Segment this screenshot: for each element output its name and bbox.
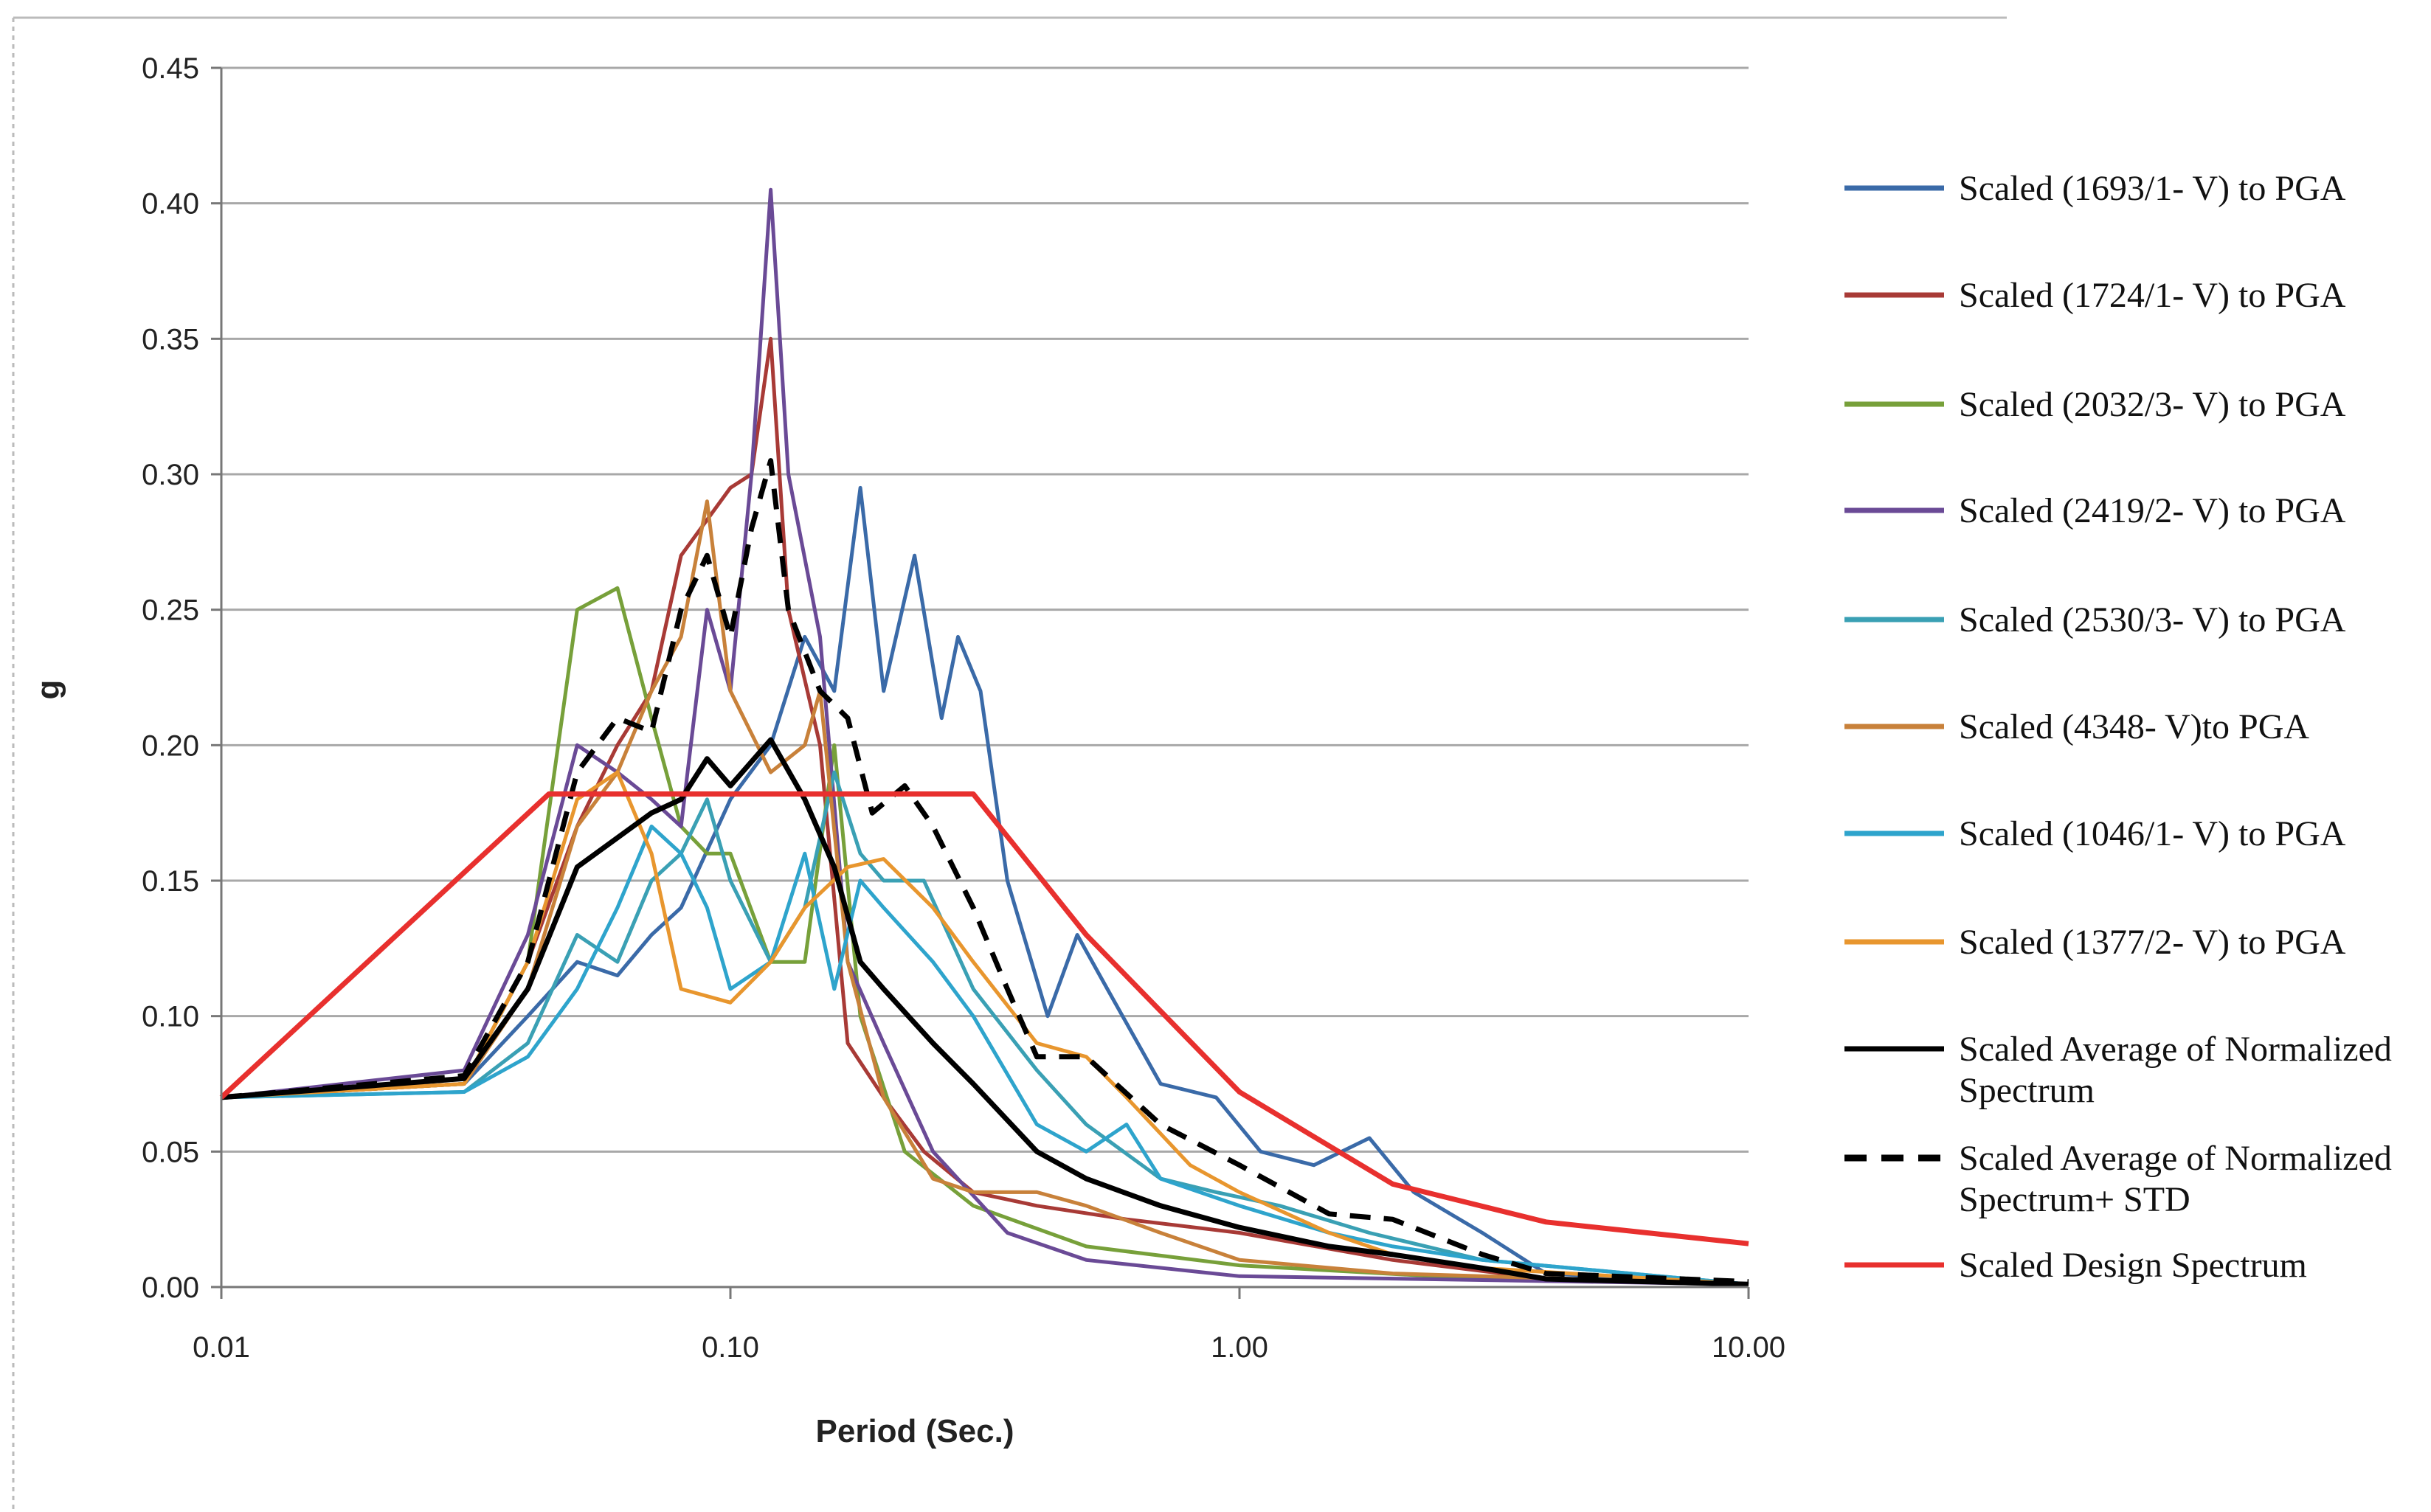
series-line-9	[221, 737, 1749, 1287]
y-tick-label: 0.35	[142, 323, 199, 356]
series-line-5	[221, 770, 1749, 1286]
series-layer	[219, 187, 1749, 1287]
series-line-6	[221, 499, 1749, 1286]
y-tick-label: 0.00	[142, 1272, 199, 1304]
legend-label-2: Scaled (1724/1- V) to PGA	[1959, 276, 2346, 315]
y-tick-label: 0.05	[142, 1136, 199, 1168]
legend-label-1: Scaled (1693/1- V) to PGA	[1959, 169, 2346, 208]
legend-label-11: Scaled Design Spectrum	[1959, 1246, 2307, 1285]
legend-label-8: Scaled (1377/2- V) to PGA	[1959, 923, 2346, 962]
tick-labels: 0.00 0.05 0.10 0.15 0.20 0.25 0.30 0.35 0.40 0.45…	[142, 52, 1785, 1364]
legend-label-6: Scaled (4348- V)to PGA	[1959, 707, 2309, 746]
series-line-4	[221, 187, 1749, 1286]
grid-lines	[221, 66, 1749, 1153]
x-axis-label: Period (Sec.)	[816, 1413, 1014, 1449]
legend-label-4: Scaled (2419/2- V) to PGA	[1959, 491, 2346, 530]
legend-label-3: Scaled (2032/3- V) to PGA	[1959, 385, 2346, 424]
legend-label-10: Scaled Average of Normalized Spectrum+ ST…	[1959, 1139, 2392, 1219]
series-line-8	[221, 770, 1749, 1286]
legend-label-7: Scaled (1046/1- V) to PGA	[1959, 814, 2346, 853]
axes	[211, 66, 1750, 1299]
y-tick-label: 0.20	[142, 729, 199, 762]
y-tick-label: 0.10	[142, 1001, 199, 1033]
y-tick-label: 0.30	[142, 459, 199, 491]
series-line-1	[221, 485, 1749, 1286]
x-tick-label: 10.00	[1712, 1331, 1785, 1364]
legend: Scaled (1693/1- V) to PGA Scaled (1724/1-…	[1844, 169, 2392, 1285]
legend-label-9: Scaled Average of Normalized Spectrum	[1959, 1030, 2392, 1110]
series-line-11	[219, 791, 1749, 1246]
y-tick-label: 0.15	[142, 865, 199, 898]
x-tick-label: 0.01	[193, 1331, 250, 1364]
y-tick-label: 0.25	[142, 594, 199, 627]
x-tick-label: 0.10	[702, 1331, 759, 1364]
legend-label-5: Scaled (2530/3- V) to PGA	[1959, 600, 2346, 639]
y-axis-label: g	[30, 680, 66, 700]
series-line-10	[221, 458, 1749, 1285]
y-tick-label: 0.40	[142, 188, 199, 221]
series-line-7	[221, 825, 1749, 1286]
x-tick-label: 1.00	[1211, 1331, 1268, 1364]
y-tick-label: 0.45	[142, 52, 199, 85]
